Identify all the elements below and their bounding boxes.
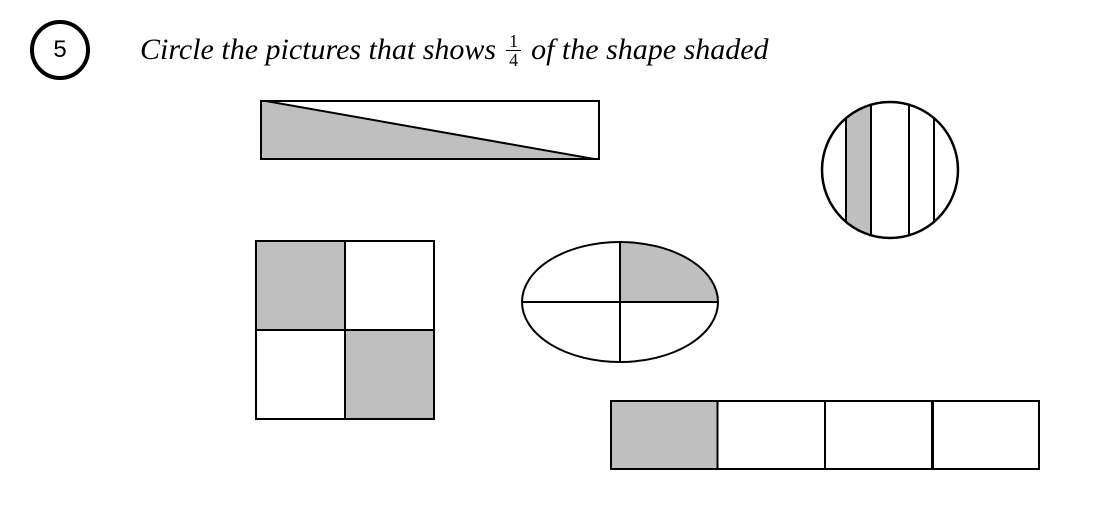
question-number-badge: 5 [30, 20, 90, 80]
instruction-before: Circle the pictures that shows [140, 33, 496, 67]
question-number: 5 [53, 36, 66, 64]
shapes-area [30, 90, 1088, 490]
shape-rectangle-triangle [260, 100, 600, 160]
question-instruction: Circle the pictures that shows 1 4 of th… [140, 32, 769, 69]
instruction-after: of the shape shaded [531, 33, 768, 67]
shape-bar-quarters [610, 400, 1040, 470]
shape-circle-stripes [820, 100, 960, 240]
fraction: 1 4 [506, 32, 521, 69]
question-header: 5 Circle the pictures that shows 1 4 of … [30, 20, 1088, 80]
fraction-numerator: 1 [506, 32, 521, 51]
shape-square-quads [255, 240, 435, 420]
shape-ellipse-quads [520, 240, 720, 364]
fraction-denominator: 4 [506, 51, 521, 69]
